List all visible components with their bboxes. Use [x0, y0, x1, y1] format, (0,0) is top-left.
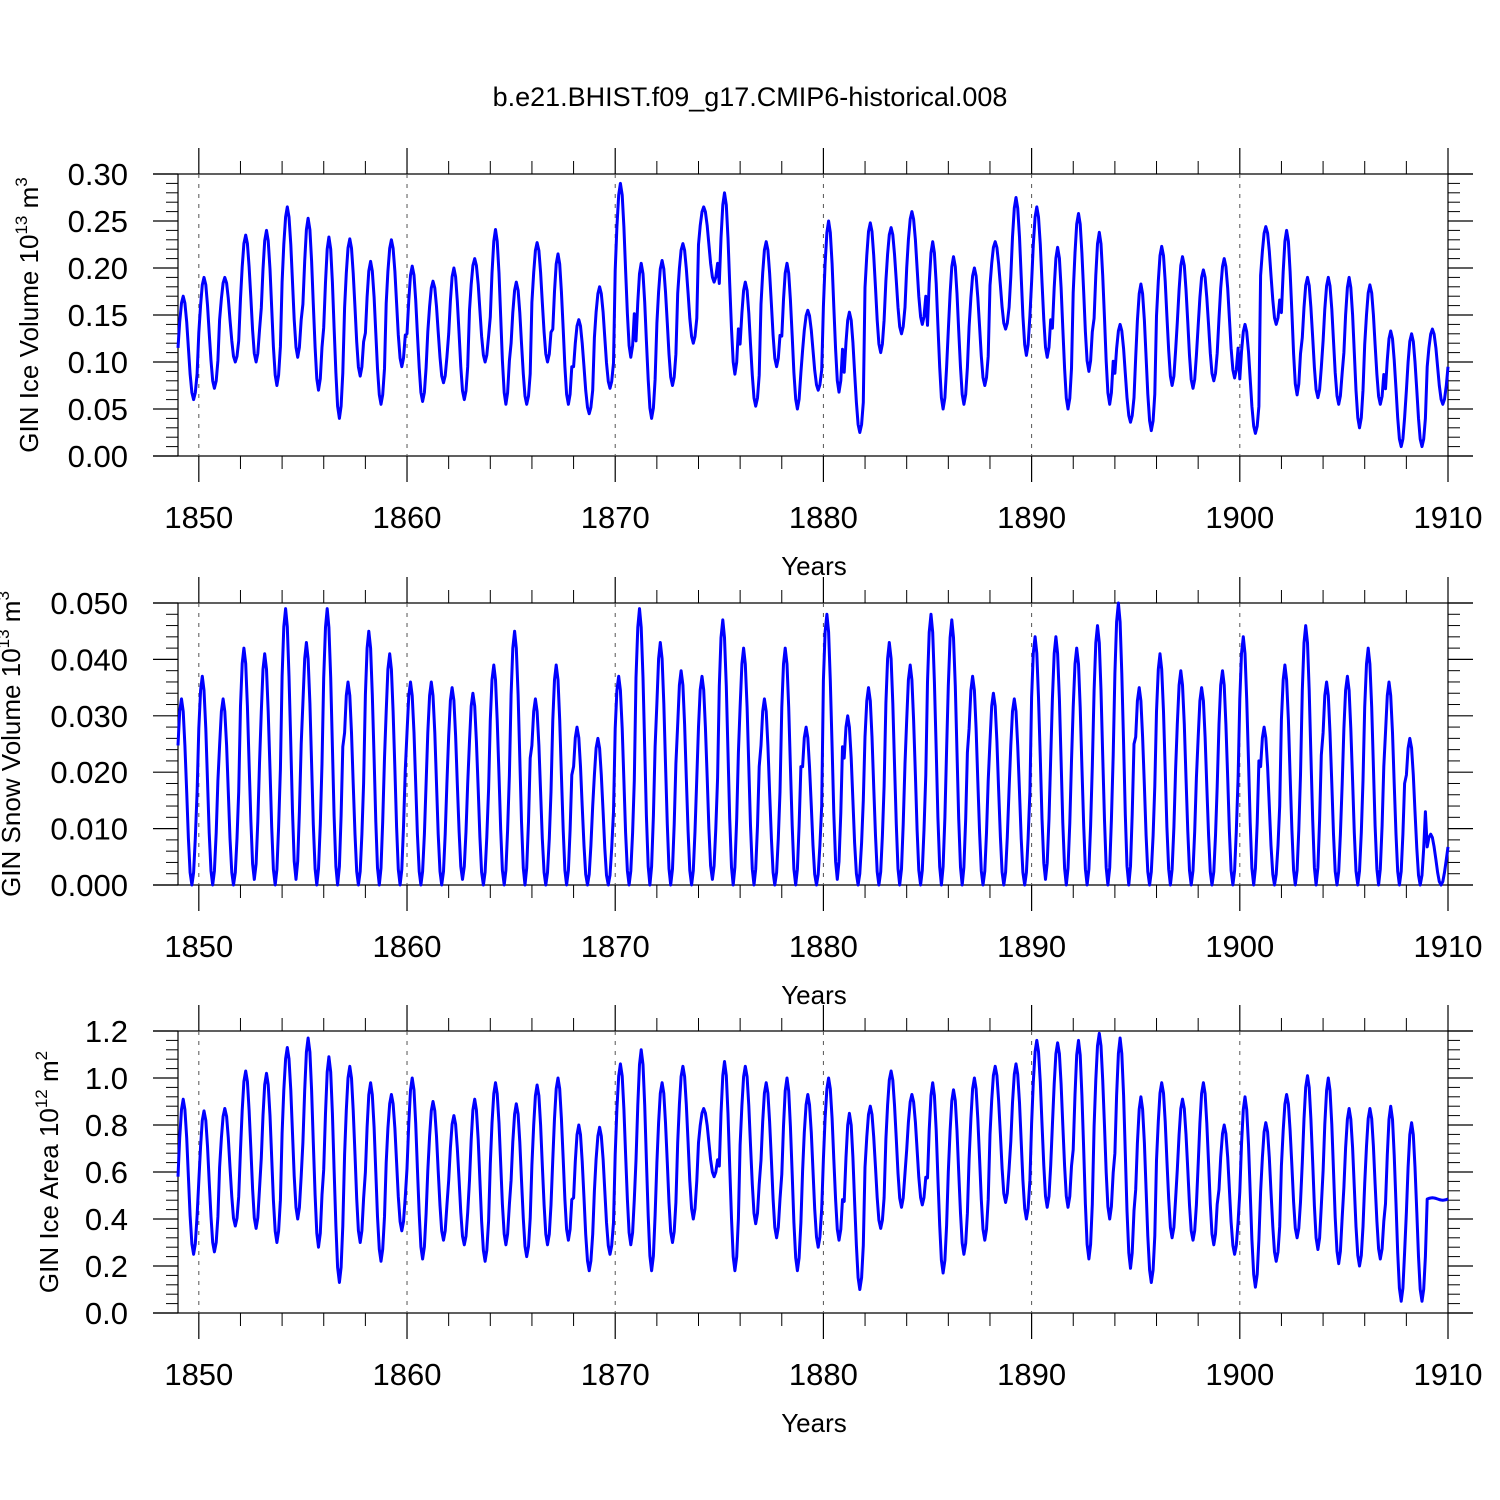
x-tick-label: 1880 [789, 500, 858, 535]
x-tick-label: 1880 [789, 1357, 858, 1392]
x-tick-label: 1910 [1414, 500, 1483, 535]
x-tick-label: 1850 [164, 1357, 233, 1392]
y-tick-label: 0.0 [85, 1296, 128, 1331]
x-tick-label: 1900 [1205, 1357, 1274, 1392]
y-tick-label: 0.4 [85, 1202, 128, 1237]
x-tick-label: 1870 [581, 500, 650, 535]
x-tick-label: 1900 [1205, 929, 1274, 964]
y-tick-label: 1.2 [85, 1014, 128, 1049]
y-tick-label: 0.8 [85, 1108, 128, 1143]
y-axis-title: GIN Snow Volume 1013 m3 [0, 591, 26, 897]
x-tick-label: 1910 [1414, 1357, 1483, 1392]
y-tick-label: 0.050 [50, 586, 128, 621]
y-tick-label: 0.040 [50, 642, 128, 677]
y-tick-label: 0.020 [50, 755, 128, 790]
x-tick-label: 1850 [164, 500, 233, 535]
y-tick-label: 0.25 [68, 204, 128, 239]
y-axis-title: GIN Ice Volume 1013 m3 [12, 177, 44, 453]
x-tick-label: 1870 [581, 1357, 650, 1392]
y-tick-label: 0.20 [68, 251, 128, 286]
series-line [176, 601, 1450, 887]
y-tick-label: 0.000 [50, 868, 128, 903]
x-tick-label: 1860 [373, 1357, 442, 1392]
x-tick-label: 1860 [373, 500, 442, 535]
y-tick-label: 0.05 [68, 392, 128, 427]
y-tick-label: 0.2 [85, 1249, 128, 1284]
y-tick-label: 0.010 [50, 812, 128, 847]
series-line [176, 181, 1450, 449]
x-axis-title: Years [781, 980, 847, 1010]
x-tick-label: 1900 [1205, 500, 1274, 535]
x-tick-label: 1880 [789, 929, 858, 964]
y-tick-label: 1.0 [85, 1061, 128, 1096]
y-tick-label: 0.30 [68, 157, 128, 192]
y-tick-label: 0.00 [68, 439, 128, 474]
x-tick-label: 1860 [373, 929, 442, 964]
x-tick-label: 1850 [164, 929, 233, 964]
x-tick-label: 1890 [997, 929, 1066, 964]
figure-title: b.e21.BHIST.f09_g17.CMIP6-historical.008 [492, 82, 1008, 112]
series-line [176, 1031, 1449, 1303]
y-tick-label: 0.6 [85, 1155, 128, 1190]
ice-area-panel: 1850 1860 1870 1880 1890 1900 1910 0.0 0.2 0.4 0.6… [32, 1005, 1482, 1438]
y-axis-title: GIN Ice Area 1012 m2 [32, 1051, 64, 1293]
snow-volume-panel: 1850 1860 1870 1880 1890 1900 1910 0.000 0.010 0.… [0, 577, 1482, 1010]
y-tick-label: 0.10 [68, 345, 128, 380]
x-tick-label: 1890 [997, 1357, 1066, 1392]
x-axis-title: Years [781, 551, 847, 581]
x-axis-title: Years [781, 1408, 847, 1438]
x-tick-label: 1870 [581, 929, 650, 964]
y-tick-label: 0.030 [50, 699, 128, 734]
ice-volume-panel: 1850 1860 1870 1880 1890 1900 1910 0.00 0.05 0.10… [12, 148, 1482, 581]
x-tick-label: 1910 [1414, 929, 1483, 964]
y-tick-label: 0.15 [68, 298, 128, 333]
x-tick-label: 1890 [997, 500, 1066, 535]
